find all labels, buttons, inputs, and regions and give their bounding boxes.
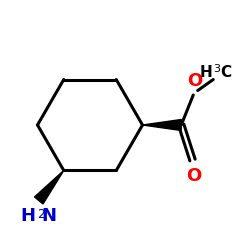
Text: O: O	[187, 72, 202, 90]
Text: 3: 3	[213, 64, 220, 74]
Polygon shape	[142, 120, 181, 130]
Text: 2: 2	[37, 208, 45, 221]
Text: N: N	[42, 207, 57, 225]
Text: H: H	[199, 65, 212, 80]
Text: C: C	[220, 65, 231, 80]
Text: H: H	[20, 207, 35, 225]
Polygon shape	[34, 170, 64, 204]
Text: O: O	[186, 167, 202, 185]
